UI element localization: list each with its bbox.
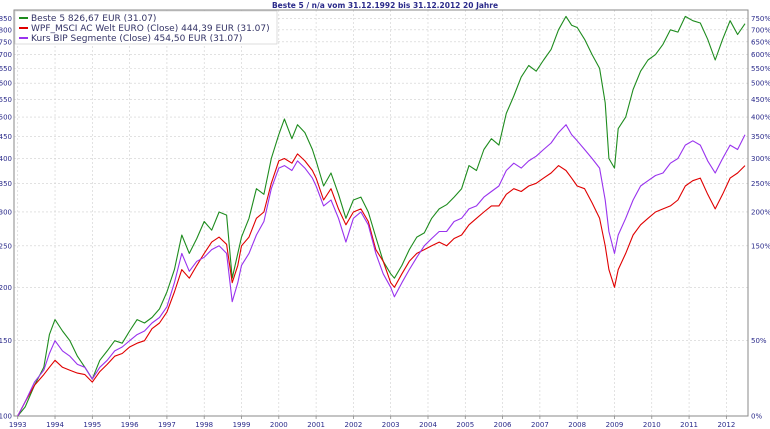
y-right-tick-label: 250% (751, 180, 770, 188)
y-left-tick-label: 500 (0, 114, 12, 122)
y-right-tick-label: 0% (751, 413, 762, 421)
y-left-tick-label: 200 (0, 284, 12, 292)
x-tick-label: 2012 (717, 421, 735, 429)
x-tick-label: 2009 (606, 421, 624, 429)
x-tick-label: 1996 (121, 421, 139, 429)
chart-title: Beste 5 / n/a vom 31.12.1992 bis 31.12.2… (272, 1, 498, 10)
y-left-tick-label: 800 (0, 26, 12, 34)
y-right-tick-label: 150% (751, 242, 770, 250)
y-left-tick-label: 600 (0, 80, 12, 88)
x-tick-label: 1994 (46, 421, 64, 429)
y-right-tick-label: 300% (751, 155, 770, 163)
y-right-tick-label: 650% (751, 38, 770, 46)
x-axis-ticks: 1993 1994 1995 1996 1997 1998 1999 2000 2001 2002… (9, 416, 735, 429)
y-left-tick-label: 650 (0, 65, 12, 73)
x-tick-label: 2007 (531, 421, 549, 429)
y-left-tick-label: 450 (0, 133, 12, 141)
x-tick-label: 2010 (643, 421, 661, 429)
x-tick-label: 1999 (233, 421, 251, 429)
x-tick-label: 1997 (158, 421, 176, 429)
x-tick-label: 2000 (270, 421, 288, 429)
series-line-2 (17, 153, 746, 417)
x-tick-label: 1998 (195, 421, 213, 429)
y-right-tick-label: 750% (751, 15, 770, 23)
y-right-tick-label: 550% (751, 65, 770, 73)
y-left-tick-label: 100 (0, 413, 12, 421)
y-right-tick-label: 500% (751, 80, 770, 88)
y-right-tick-label: 350% (751, 133, 770, 141)
series-line-3 (17, 124, 746, 417)
y-axis-left-ticks: 100 150 200 250 300 350 400 450 500 550 600 650 700 7… (0, 15, 12, 420)
x-tick-label: 2004 (419, 421, 437, 429)
y-right-tick-label: 200% (751, 208, 770, 216)
series-group (17, 15, 746, 417)
x-tick-label: 2008 (568, 421, 586, 429)
legend-entry-2: WPF_MSCI AC Welt EURO (Close) 444,39 EUR… (31, 24, 270, 34)
y-right-tick-label: 400% (751, 114, 770, 122)
y-left-tick-label: 350 (0, 180, 12, 188)
y-right-tick-label: 50% (751, 337, 767, 345)
x-tick-label: 1993 (9, 421, 27, 429)
x-tick-label: 2011 (680, 421, 698, 429)
plot-frame (13, 9, 749, 417)
y-left-tick-label: 550 (0, 96, 12, 104)
x-tick-label: 2001 (307, 421, 325, 429)
y-left-tick-label: 250 (0, 242, 12, 250)
y-left-tick-label: 750 (0, 38, 12, 46)
legend-entry-1: Beste 5 826,67 EUR (31.07) (31, 14, 156, 24)
x-tick-label: 2002 (344, 421, 362, 429)
legend-entry-3: Kurs BIP Segmente (Close) 454,50 EUR (31… (31, 34, 242, 44)
y-left-tick-label: 850 (0, 15, 12, 23)
y-right-tick-label: 450% (751, 96, 770, 104)
y-axis-right-ticks: 0% 50% 150% 200% 250% 300% 350% 400% 450% 500% 550… (751, 15, 770, 420)
y-right-tick-label: 600% (751, 51, 770, 59)
x-tick-label: 2006 (494, 421, 512, 429)
y-left-tick-label: 700 (0, 51, 12, 59)
legend: Beste 5 826,67 EUR (31.07)WPF_MSCI AC We… (14, 10, 278, 45)
y-right-tick-label: 700% (751, 26, 770, 34)
y-left-tick-label: 400 (0, 155, 12, 163)
y-left-tick-label: 300 (0, 208, 12, 216)
x-tick-label: 2005 (456, 421, 474, 429)
x-tick-label: 1995 (83, 421, 101, 429)
y-left-tick-label: 150 (0, 337, 12, 345)
x-tick-label: 2003 (382, 421, 400, 429)
